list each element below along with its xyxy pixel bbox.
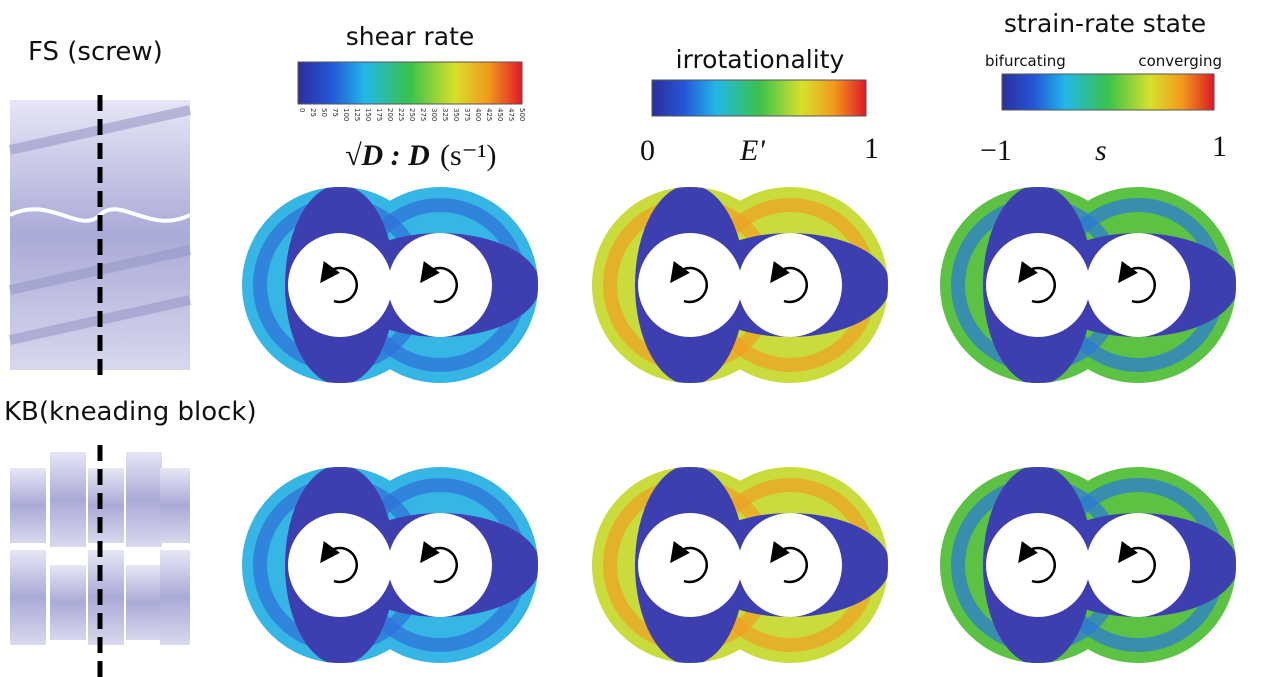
colorbar-low-label: bifurcating	[985, 52, 1066, 70]
rotor	[986, 513, 1090, 617]
colorbar-min: 0	[640, 134, 655, 167]
colorbar-symbol: s	[1095, 134, 1107, 167]
flow-field	[940, 185, 1238, 385]
colorbar-symbol: E'	[739, 134, 765, 167]
colorbar-tick-label: 300	[430, 108, 438, 121]
column-title: strain-rate state	[1004, 9, 1206, 38]
colorbar-tick-label: 125	[353, 108, 361, 121]
screw-image	[10, 95, 190, 375]
colorbar-tick-label: 275	[419, 108, 427, 121]
colorbar-tick-label: 100	[342, 108, 350, 121]
colorbar-min: −1	[980, 134, 1012, 167]
colorbar-tick-label: 450	[496, 108, 504, 121]
rotor	[288, 513, 392, 617]
colorbar-tick-label: 175	[375, 108, 383, 121]
rotor	[638, 233, 742, 337]
colorbar	[1002, 74, 1214, 110]
rotor	[638, 513, 742, 617]
flow-field	[940, 465, 1238, 665]
flow-field	[592, 465, 890, 665]
colorbar-tick-label: 225	[397, 108, 405, 121]
axis-label: √D : D	[345, 139, 430, 172]
colorbar-tick-label: 375	[463, 108, 471, 121]
colorbar-tick-label: 325	[441, 108, 449, 121]
colorbar-tick-label: 150	[364, 108, 372, 121]
colorbar-max: 1	[1212, 130, 1227, 163]
colorbar-tick-label: 0	[298, 108, 306, 112]
colorbar-tick-label: 25	[309, 108, 317, 117]
colorbar-tick-label: 425	[485, 108, 493, 121]
rotor	[986, 233, 1090, 337]
row-label: KB(kneading block)	[4, 397, 257, 427]
row-label: FS (screw)	[28, 37, 163, 67]
colorbar-tick-label: 250	[408, 108, 416, 121]
kneading-block-image	[10, 445, 190, 677]
colorbar	[652, 80, 866, 116]
figure: FS (screw) KB(kneading block) shear rate…	[0, 0, 1268, 677]
colorbar-tick-label: 400	[474, 108, 482, 121]
colorbar	[298, 62, 522, 104]
colorbar-tick-label: 200	[386, 108, 394, 121]
rotor	[388, 233, 492, 337]
flow-field	[242, 465, 540, 665]
colorbar-tick-label: 475	[507, 108, 515, 121]
rotor	[288, 233, 392, 337]
colorbar-high-label: converging	[1138, 52, 1222, 70]
axis-unit: (s⁻¹)	[440, 139, 496, 172]
colorbar-tick-label: 500	[518, 108, 526, 121]
flow-field	[592, 185, 890, 385]
rotor	[1086, 233, 1190, 337]
colorbar-max: 1	[864, 132, 879, 165]
rotor	[388, 513, 492, 617]
rotor	[738, 233, 842, 337]
column-title: irrotationality	[676, 45, 845, 74]
colorbar-tick-label: 350	[452, 108, 460, 121]
colorbar-tick-label: 75	[331, 108, 339, 117]
rotor	[738, 513, 842, 617]
flow-field	[242, 185, 540, 385]
rotor	[1086, 513, 1190, 617]
colorbar-tick-label: 50	[320, 108, 328, 117]
column-title: shear rate	[346, 22, 475, 51]
